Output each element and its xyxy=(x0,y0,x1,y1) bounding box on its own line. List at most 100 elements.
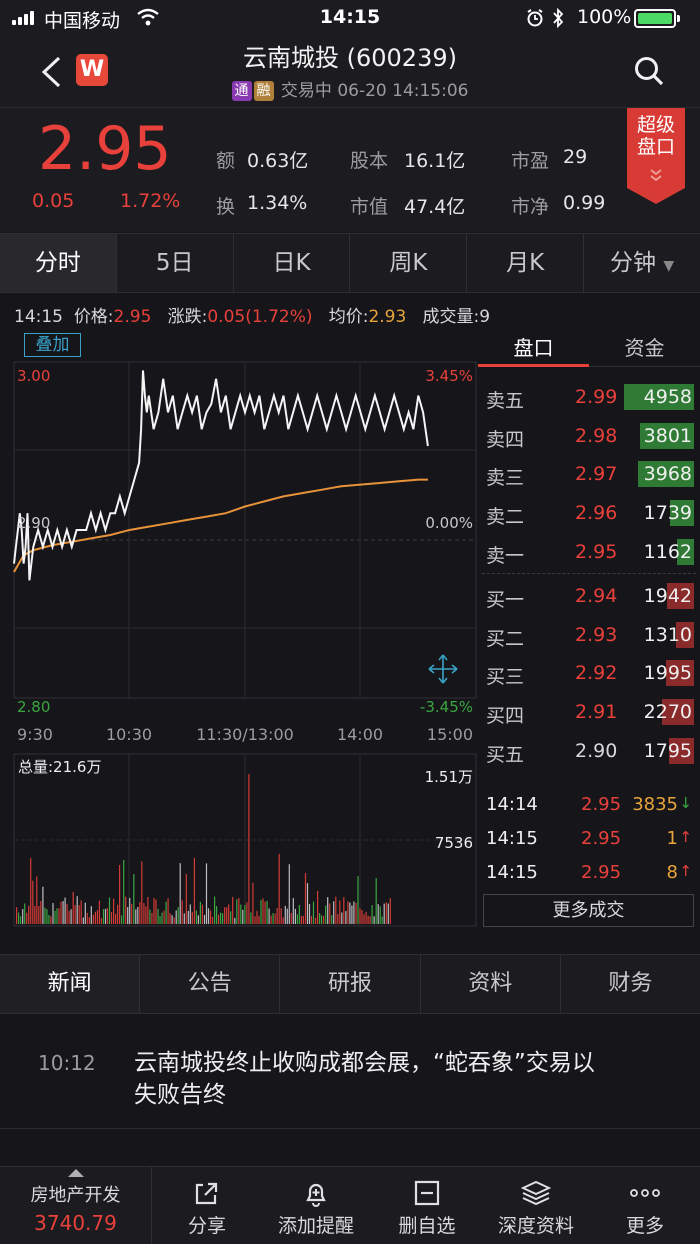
volume-bar xyxy=(64,897,66,924)
remove-watchlist-button[interactable]: 删自选 xyxy=(380,1167,474,1244)
shares-label: 股本 xyxy=(350,150,389,172)
tab-capital-flow[interactable]: 资金 xyxy=(589,331,700,365)
volume-bar xyxy=(22,909,24,924)
sector-index-button[interactable]: 房地产开发 3740.79 xyxy=(0,1167,152,1244)
tong-badge: 通 xyxy=(231,81,252,101)
volume-bar xyxy=(135,909,137,924)
more-button[interactable]: 更多 xyxy=(598,1167,692,1244)
tab-profile[interactable]: 资料 xyxy=(421,955,561,1013)
tab-minute[interactable]: 分钟 ▼ xyxy=(584,234,700,292)
sector-name: 房地产开发 xyxy=(30,1185,121,1206)
volume-bar xyxy=(40,901,42,924)
tab-intraday[interactable]: 分时 xyxy=(0,234,117,292)
tab-monthly-k[interactable]: 月K xyxy=(467,234,585,292)
tab-research[interactable]: 研报 xyxy=(280,955,421,1013)
volume-bar xyxy=(246,902,248,924)
time-tick-1130: 11:30/13:00 xyxy=(196,725,294,744)
volume-bar xyxy=(260,900,262,924)
tab-announcements[interactable]: 公告 xyxy=(140,955,281,1013)
volume-bar xyxy=(343,897,345,924)
trade-price: 2.95 xyxy=(581,794,622,815)
tab-news[interactable]: 新闻 xyxy=(0,955,141,1013)
info-vol: 9 xyxy=(479,307,491,327)
volume-bar xyxy=(90,906,92,924)
tab-orderbook[interactable]: 盘口 xyxy=(478,331,589,365)
volume-bar xyxy=(159,916,161,924)
tab-minute-label: 分钟 xyxy=(610,250,656,276)
volume-bar xyxy=(252,882,254,924)
level-label: 买四 xyxy=(486,705,525,728)
volume-bar xyxy=(86,912,88,924)
volume-bar xyxy=(129,897,131,924)
volume-bar xyxy=(189,904,191,924)
volume-bar xyxy=(84,902,86,924)
info-change-label: 涨跌: xyxy=(167,307,208,327)
add-alert-label: 添加提醒 xyxy=(277,1215,354,1237)
volume-bar xyxy=(179,863,181,924)
search-icon[interactable] xyxy=(634,56,664,86)
nav-header: W 云南城投 (600239) 通融 交易中 06-20 14:15:06 xyxy=(0,36,700,108)
ask-row: 卖四 2.98 3801 xyxy=(478,417,700,455)
more-label: 更多 xyxy=(625,1215,664,1237)
volume-bar xyxy=(254,916,256,924)
bid-row: 买五 2.90 1795 xyxy=(478,732,700,770)
volume-bar xyxy=(280,908,282,924)
volume-bar xyxy=(197,915,199,924)
super-panel-button[interactable]: 超级盘口 xyxy=(627,108,685,204)
tab-weekly-k[interactable]: 周K xyxy=(350,234,468,292)
volume-bar xyxy=(38,906,40,924)
volume-bar xyxy=(292,898,294,924)
tab-daily-k[interactable]: 日K xyxy=(234,234,351,292)
move-icon[interactable] xyxy=(428,654,458,684)
ask-row: 卖二 2.96 1739 xyxy=(478,494,700,532)
ask-row: 卖五 2.99 4958 xyxy=(478,378,700,416)
tab-orderbook-label: 盘口 xyxy=(513,336,554,360)
volume-bar xyxy=(264,901,266,924)
deep-info-button[interactable]: 深度资料 xyxy=(484,1167,588,1244)
volume-bar xyxy=(78,905,80,924)
bottom-toolbar: 房地产开发 3740.79 分享 添加提醒 删自选 深度资料 xyxy=(0,1166,700,1244)
volume-bar xyxy=(92,914,94,924)
volume-bar xyxy=(28,905,30,924)
volume-bar xyxy=(315,917,317,924)
volume-bar xyxy=(333,901,335,924)
clock: 14:15 xyxy=(319,6,381,28)
volume-bar xyxy=(369,916,371,924)
more-trades-button[interactable]: 更多成交 xyxy=(483,894,694,927)
volume-bar xyxy=(242,909,244,924)
overlay-button[interactable]: 叠加 xyxy=(24,333,81,357)
share-button[interactable]: 分享 xyxy=(160,1167,254,1244)
level-label: 卖四 xyxy=(486,428,525,451)
volume-bar xyxy=(131,904,133,924)
volume-bar xyxy=(661,699,694,726)
volume-bar xyxy=(238,897,240,924)
tab-5day[interactable]: 5日 xyxy=(117,234,234,292)
volume-bar xyxy=(302,916,304,924)
volume-bar xyxy=(54,910,56,924)
news-item[interactable]: 10:12 云南城投终止收购成都会展，“蛇吞象”交易以 失败告终 xyxy=(0,1015,700,1129)
volume-bar xyxy=(306,883,309,924)
volume-bar xyxy=(375,878,377,924)
volume-bar xyxy=(347,901,349,924)
caret-down-icon: ▼ xyxy=(663,258,675,274)
news-title: 云南城投终止收购成都会展，“蛇吞象”交易以 失败告终 xyxy=(134,1047,674,1111)
volume-tick-mid: 7536 xyxy=(435,834,473,852)
arrow-down-icon: ↓ xyxy=(679,794,692,812)
trade-price: 2.95 xyxy=(581,862,622,883)
add-alert-button[interactable]: 添加提醒 xyxy=(262,1167,370,1244)
time-tick-1500: 15:00 xyxy=(427,725,473,744)
app-logo[interactable]: W xyxy=(76,54,108,86)
volume-bar xyxy=(666,660,694,687)
tab-financials[interactable]: 财务 xyxy=(608,971,653,996)
arrow-up-icon: ↑ xyxy=(679,828,692,846)
volume-bar xyxy=(44,907,46,924)
level-price: 2.92 xyxy=(575,662,618,685)
axis-pct-top: 3.45% xyxy=(425,367,473,385)
level-price: 2.98 xyxy=(575,424,618,447)
volume-bar xyxy=(308,904,311,924)
volume-bar xyxy=(161,912,163,924)
back-icon[interactable] xyxy=(40,56,62,88)
intraday-chart[interactable]: 3.00 2.90 2.80 3.45% 0.00% -3.45% 9:30 1… xyxy=(0,326,478,930)
trade-time: 14:15 xyxy=(486,828,538,849)
volume-bar xyxy=(88,917,90,924)
